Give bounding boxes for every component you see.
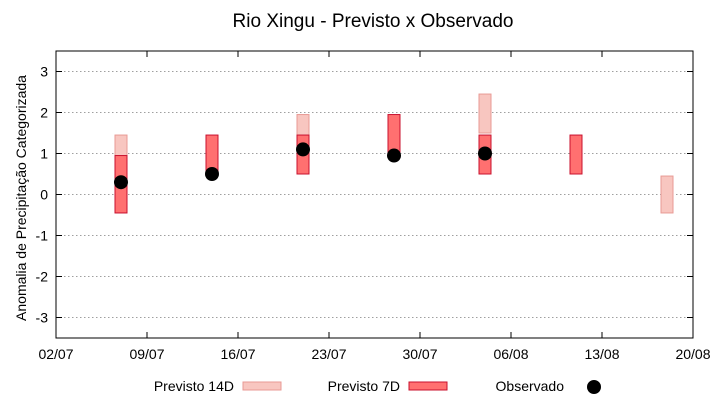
x-tick-label: 06/08: [493, 346, 528, 362]
y-tick-label: -1: [36, 228, 49, 244]
ticks-layer: -3 -2 -1 0 1 2 3 02/07 09/07 16/07 23/07 30/07 06/08…: [36, 51, 711, 362]
observed-point: [296, 142, 310, 157]
legend-label: Previsto 14D: [154, 378, 234, 394]
y-tick-label: 2: [40, 105, 48, 121]
range-bar-14d: [660, 175, 674, 214]
y-tick-label: -2: [36, 269, 49, 285]
legend-swatch: [408, 381, 448, 391]
legend: Previsto 14D Previsto 7D Observado: [154, 378, 601, 394]
x-tick-label: 30/07: [402, 346, 437, 362]
y-axis-label: Anomalia de Precipitação Categorizada: [13, 75, 29, 321]
x-tick-label: 20/08: [675, 346, 710, 362]
y-tick-label: 3: [40, 64, 48, 80]
x-tick-label: 16/07: [220, 346, 255, 362]
range-bar-14d: [478, 93, 492, 134]
bars-layer: [114, 93, 674, 214]
observed-point: [478, 146, 492, 161]
x-tick-label: 13/08: [584, 346, 619, 362]
observed-point: [387, 148, 401, 163]
x-tick-label: 09/07: [129, 346, 164, 362]
legend-swatch: [587, 380, 601, 394]
range-bar-7d: [569, 134, 583, 175]
y-tick-label: -3: [36, 310, 49, 326]
points-layer: [114, 142, 492, 190]
y-tick-label: 1: [40, 146, 48, 162]
x-tick-label: 02/07: [38, 346, 73, 362]
x-tick-label: 23/07: [311, 346, 346, 362]
observed-point: [205, 167, 219, 181]
y-tick-label: 0: [40, 187, 48, 203]
legend-label: Previsto 7D: [328, 378, 400, 394]
legend-label: Observado: [496, 378, 565, 394]
observed-point: [114, 175, 128, 190]
legend-swatch: [242, 381, 282, 391]
grid-layer: [56, 71, 693, 318]
chart-title: Rio Xingu - Previsto x Observado: [233, 11, 514, 32]
